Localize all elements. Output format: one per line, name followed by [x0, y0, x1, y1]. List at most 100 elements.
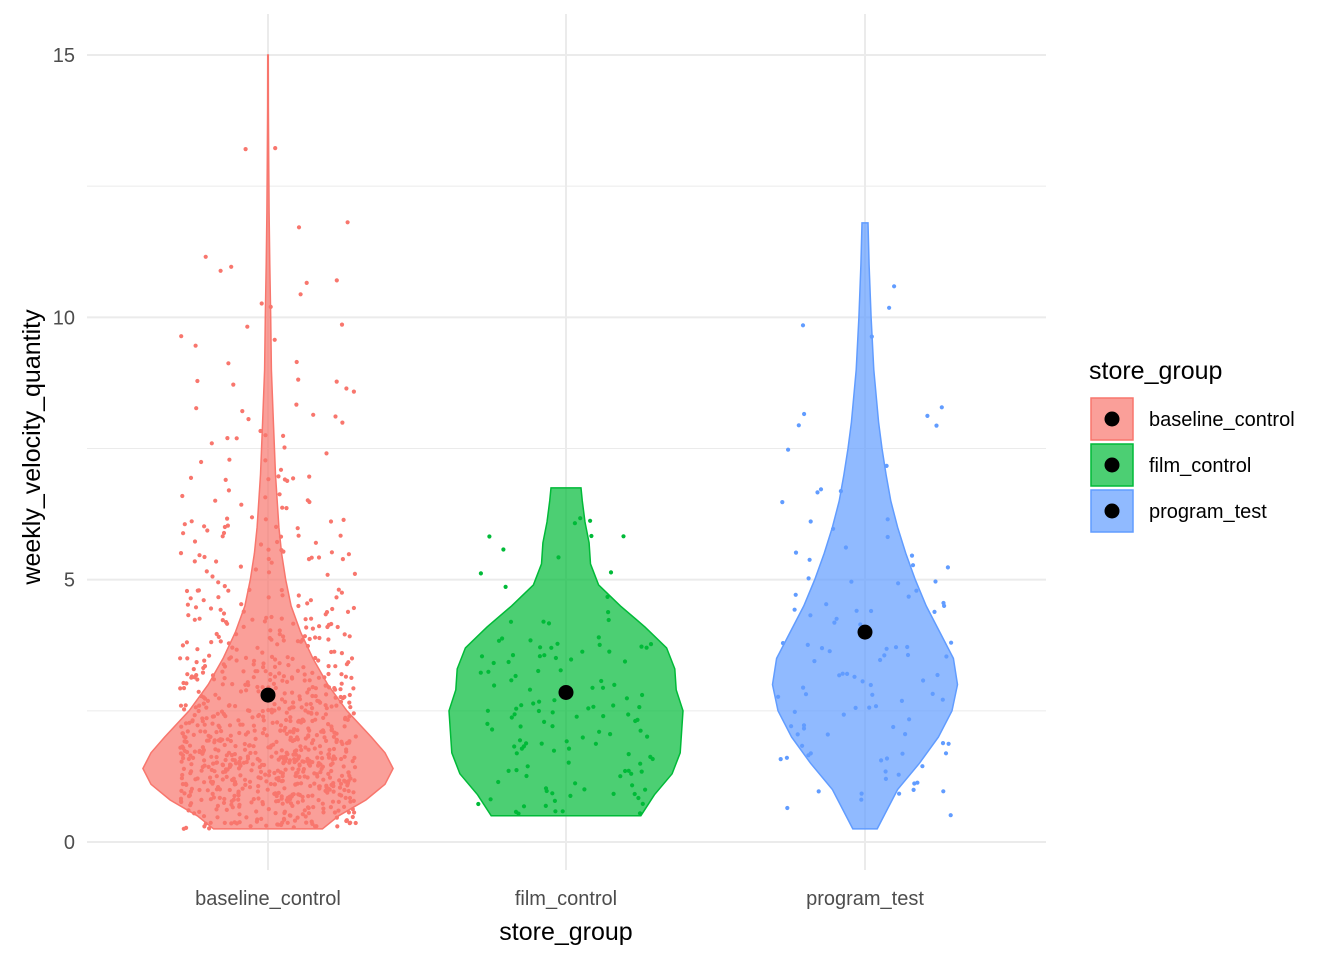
data-point-baseline_control — [298, 292, 303, 297]
data-point-baseline_control — [280, 801, 285, 806]
data-point-baseline_control — [279, 588, 284, 593]
data-point-baseline_control — [297, 763, 302, 768]
data-point-baseline_control — [249, 515, 255, 520]
data-point-baseline_control — [326, 722, 331, 727]
data-point-film_control — [506, 659, 511, 665]
data-point-baseline_control — [210, 791, 215, 797]
data-point-film_control — [574, 714, 579, 719]
data-point-film_control — [513, 673, 518, 679]
data-point-program_test — [805, 642, 810, 648]
data-point-baseline_control — [189, 762, 194, 767]
data-point-film_control — [650, 756, 655, 762]
data-point-baseline_control — [304, 280, 309, 285]
data-point-baseline_control — [185, 656, 190, 661]
data-point-baseline_control — [351, 389, 356, 394]
data-point-baseline_control — [312, 771, 317, 776]
data-point-baseline_control — [188, 789, 193, 794]
data-point-baseline_control — [178, 703, 184, 708]
data-point-baseline_control — [345, 717, 350, 723]
data-point-baseline_control — [294, 359, 299, 365]
data-point-baseline_control — [261, 661, 266, 666]
data-point-film_control — [542, 653, 547, 658]
data-point-baseline_control — [217, 795, 222, 801]
data-point-program_test — [854, 608, 859, 613]
data-point-baseline_control — [249, 800, 254, 805]
data-point-baseline_control — [208, 775, 213, 780]
data-point-baseline_control — [268, 677, 273, 683]
data-point-baseline_control — [321, 715, 326, 721]
data-point-baseline_control — [303, 708, 308, 713]
data-point-baseline_control — [300, 717, 305, 722]
data-point-baseline_control — [195, 378, 200, 384]
data-point-film_control — [528, 638, 533, 643]
data-point-baseline_control — [300, 812, 305, 817]
data-point-baseline_control — [286, 663, 291, 668]
data-point-program_test — [911, 787, 916, 793]
data-point-baseline_control — [291, 752, 296, 757]
data-point-baseline_control — [338, 687, 343, 692]
data-point-film_control — [509, 715, 514, 720]
data-point-baseline_control — [251, 723, 256, 728]
data-point-program_test — [905, 652, 911, 658]
data-point-baseline_control — [237, 812, 242, 817]
data-point-film_control — [630, 783, 635, 788]
data-point-baseline_control — [310, 685, 315, 690]
data-point-baseline_control — [273, 657, 278, 662]
data-point-baseline_control — [200, 670, 206, 675]
data-point-program_test — [897, 791, 902, 796]
data-point-baseline_control — [334, 815, 339, 820]
data-point-baseline_control — [302, 678, 307, 683]
data-point-film_control — [639, 644, 644, 649]
data-point-film_control — [488, 797, 493, 802]
data-point-baseline_control — [306, 805, 311, 811]
data-point-baseline_control — [245, 730, 251, 735]
data-point-baseline_control — [334, 379, 339, 384]
data-point-baseline_control — [216, 748, 221, 753]
data-point-baseline_control — [347, 739, 352, 744]
data-point-baseline_control — [224, 774, 229, 780]
data-point-baseline_control — [331, 754, 336, 759]
data-point-film_control — [569, 657, 574, 662]
data-point-baseline_control — [208, 606, 214, 611]
data-point-baseline_control — [224, 620, 229, 625]
data-point-baseline_control — [273, 811, 278, 816]
data-point-baseline_control — [225, 436, 230, 441]
data-point-baseline_control — [306, 794, 311, 799]
data-point-baseline_control — [338, 699, 344, 704]
data-point-film_control — [644, 645, 649, 650]
data-point-baseline_control — [202, 554, 207, 560]
data-point-film_control — [560, 809, 565, 814]
data-point-baseline_control — [313, 694, 318, 699]
data-point-baseline_control — [266, 595, 271, 600]
data-point-baseline_control — [309, 555, 314, 560]
data-point-program_test — [869, 608, 874, 614]
violin-film_control — [448, 487, 684, 817]
data-point-program_test — [870, 692, 875, 697]
data-point-film_control — [519, 703, 524, 708]
data-point-baseline_control — [213, 498, 218, 503]
data-point-baseline_control — [303, 814, 308, 819]
data-point-baseline_control — [178, 745, 183, 750]
y-tick-label: 0 — [64, 832, 75, 854]
data-point-baseline_control — [300, 759, 305, 764]
data-point-baseline_control — [305, 498, 310, 503]
data-point-baseline_control — [212, 769, 217, 774]
data-point-program_test — [800, 323, 806, 328]
data-point-baseline_control — [273, 146, 278, 151]
data-point-film_control — [637, 811, 643, 816]
data-point-baseline_control — [241, 624, 246, 630]
data-point-baseline_control — [221, 611, 227, 616]
data-point-baseline_control — [181, 756, 186, 761]
data-point-film_control — [568, 793, 573, 799]
data-point-program_test — [852, 674, 857, 679]
data-point-baseline_control — [199, 459, 204, 465]
data-point-baseline_control — [323, 612, 328, 617]
data-point-baseline_control — [276, 474, 281, 479]
data-point-baseline_control — [280, 593, 285, 598]
data-point-baseline_control — [223, 477, 228, 482]
data-point-baseline_control — [240, 786, 245, 791]
data-point-baseline_control — [266, 477, 271, 482]
data-point-baseline_control — [342, 694, 347, 700]
data-point-baseline_control — [282, 786, 287, 791]
data-point-baseline_control — [288, 813, 293, 818]
